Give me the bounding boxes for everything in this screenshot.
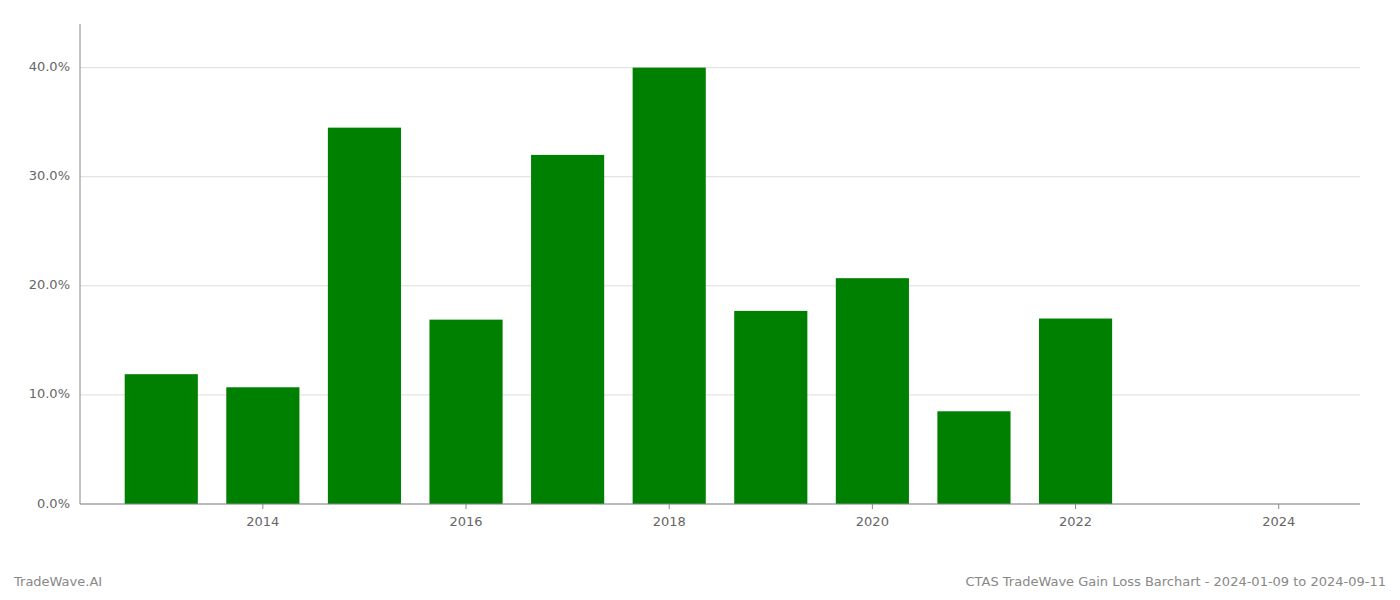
y-tick-label: 40.0% (29, 59, 70, 74)
y-tick-label: 0.0% (37, 496, 70, 511)
y-tick-label: 30.0% (29, 168, 70, 183)
watermark: TradeWave.AI (13, 574, 102, 589)
bar (328, 128, 401, 504)
x-tick (872, 504, 873, 509)
x-tick (262, 504, 263, 509)
x-axis-line (80, 504, 1360, 505)
bar (937, 411, 1010, 504)
x-tick-label: 2024 (1262, 514, 1295, 529)
y-tick-label: 20.0% (29, 277, 70, 292)
grid-line (80, 176, 1360, 177)
x-tick (466, 504, 467, 509)
bar (125, 374, 198, 504)
bar (226, 387, 299, 504)
x-tick (669, 504, 670, 509)
bar (531, 155, 604, 504)
grid-line (80, 67, 1360, 68)
y-tick-label: 10.0% (29, 386, 70, 401)
x-tick-label: 2016 (449, 514, 482, 529)
x-tick (1278, 504, 1279, 509)
chart-title: CTAS TradeWave Gain Loss Barchart - 2024… (966, 574, 1386, 589)
x-tick-label: 2018 (653, 514, 686, 529)
chart-svg: 0.0% 10.0% 20.0% 30.0% 40.0% 2014 2016 2018 2020… (0, 0, 1400, 600)
y-grid (80, 68, 1360, 504)
x-tick-label: 2014 (246, 514, 279, 529)
y-axis-line (80, 24, 81, 504)
chart-container: 0.0% 10.0% 20.0% 30.0% 40.0% 2014 2016 2018 2020… (0, 0, 1400, 600)
grid-line (80, 504, 1360, 505)
x-tick (1075, 504, 1076, 509)
bar (633, 68, 706, 504)
bar (734, 311, 807, 504)
bar (1039, 319, 1112, 504)
bar (429, 320, 502, 504)
grid-line (80, 285, 1360, 286)
x-tick-label: 2022 (1059, 514, 1092, 529)
bars (125, 68, 1112, 504)
x-tick-label: 2020 (856, 514, 889, 529)
bar (836, 278, 909, 504)
